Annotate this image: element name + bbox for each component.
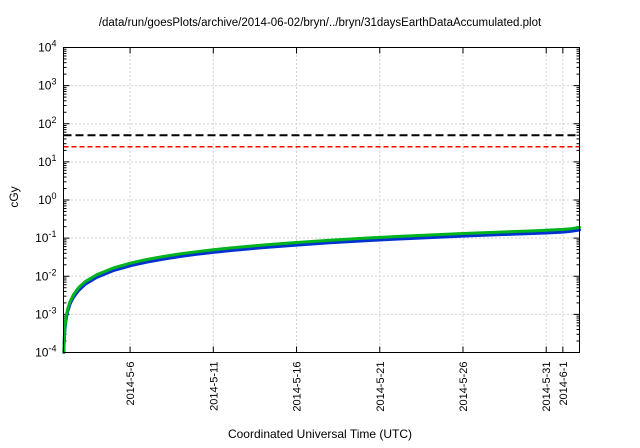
accumulated-dose-green (62, 225, 581, 354)
tick-labels-layer: 104 103 102 101 100 10-1 10-2 10-3 10-4 2014-5-6 2… (35, 39, 570, 412)
y-tick-label: 103 (38, 77, 56, 93)
x-axis-label: Coordinated Universal Time (UTC) (227, 427, 413, 441)
x-tick-label: 2014-5-31 (541, 362, 553, 412)
plot-border (63, 47, 580, 353)
x-tick-label: 2014-5-26 (458, 362, 470, 412)
grid-layer (63, 47, 580, 353)
y-tick-label: 10-3 (35, 305, 56, 321)
plot-title: /data/run/goesPlots/archive/2014-06-02/b… (98, 17, 542, 29)
accumulated-dose-blue (62, 228, 581, 354)
series-layer (62, 225, 581, 354)
x-tick-label: 2014-5-21 (375, 362, 387, 412)
threshold-lines-layer (63, 134, 580, 148)
y-tick-label: 10-4 (35, 344, 56, 360)
x-tick-label: 2014-6-1 (558, 362, 570, 406)
y-tick-label: 104 (38, 39, 56, 55)
tick-marks-layer (63, 47, 580, 353)
x-tick-label: 2014-5-11 (208, 362, 220, 411)
x-tick-label: 2014-5-16 (292, 362, 304, 412)
y-tick-label: 102 (38, 115, 56, 131)
y-tick-label: 101 (38, 153, 56, 169)
y-tick-label: 10-2 (35, 267, 56, 283)
x-tick-label: 2014-5-6 (125, 362, 137, 406)
y-tick-label: 100 (38, 191, 56, 207)
y-tick-label: 10-1 (35, 229, 56, 245)
